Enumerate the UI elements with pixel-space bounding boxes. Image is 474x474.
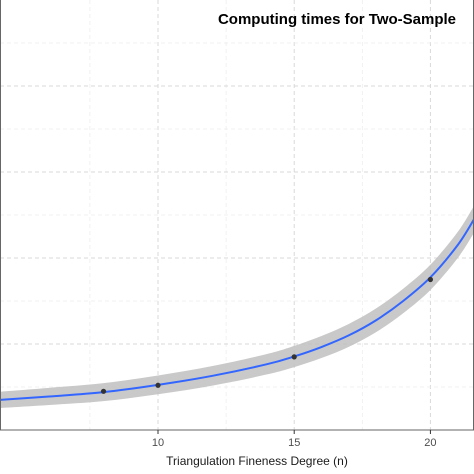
x-tick-label: 10 <box>152 437 164 449</box>
data-point <box>100 388 107 394</box>
data-points <box>100 276 434 394</box>
x-axis-ticks: 10 15 20 <box>152 430 437 449</box>
x-axis-label: Triangulation Fineness Degree (n) <box>166 454 348 468</box>
confidence-band <box>0 205 474 409</box>
data-point <box>427 276 434 283</box>
x-tick-label: 20 <box>424 437 436 449</box>
x-tick-label: 15 <box>288 437 300 449</box>
chart-title: Computing times for Two-Sample <box>218 11 456 28</box>
data-point <box>291 354 297 360</box>
data-point <box>155 382 161 388</box>
